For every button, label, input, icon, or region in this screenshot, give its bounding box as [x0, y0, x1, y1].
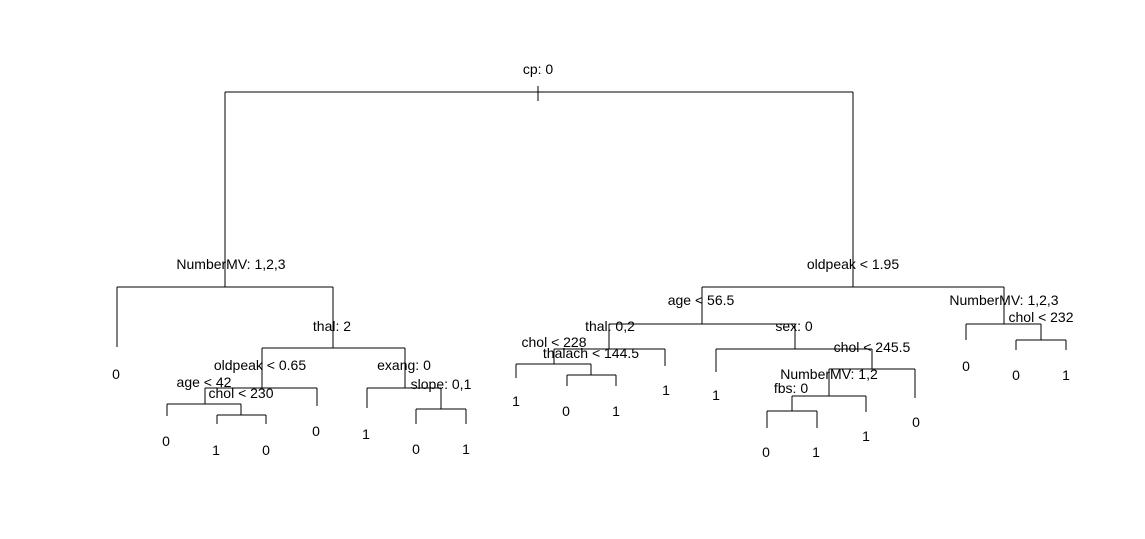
split-label-n4: oldpeak < 0.65: [214, 357, 306, 373]
split-label-n8: slope: 0,1: [411, 376, 472, 392]
leaf-label: 1: [512, 393, 520, 409]
leaf-label: 0: [912, 414, 920, 430]
leaf-label: 1: [612, 403, 620, 419]
leaf-label: 1: [862, 428, 870, 444]
split-label-n7: chol < 230: [209, 385, 274, 401]
split-label-n5: exang: 0: [377, 357, 431, 373]
leaf-label: 1: [662, 382, 670, 398]
tree-edges: [116, 86, 1067, 428]
split-label-n12: sex: 0: [775, 318, 813, 334]
split-label-n9: age < 56.5: [668, 292, 735, 308]
split-label-n1: NumberMV: 1,2,3: [176, 256, 285, 272]
split-label-n10: NumberMV: 1,2,3: [949, 292, 1058, 308]
leaf-label: 1: [212, 442, 220, 458]
split-label-n16: chol < 245.5: [834, 339, 911, 355]
split-label-n2: oldpeak < 1.95: [807, 256, 899, 272]
split-label-n14: chol < 228: [522, 334, 587, 350]
leaf-label: 0: [762, 444, 770, 460]
leaf-label: 0: [162, 433, 170, 449]
split-label-n11: thal: 0,2: [585, 318, 635, 334]
leaf-label: 0: [312, 423, 320, 439]
split-label-n15: thalach < 144.5: [543, 345, 639, 361]
leaf-label: 0: [262, 442, 270, 458]
leaf-label: 1: [362, 426, 370, 442]
split-labels: cp: 0 NumberMV: 1,2,3 oldpeak < 1.95 tha…: [176, 61, 1073, 401]
leaf-label: 1: [462, 441, 470, 457]
leaf-label: 0: [962, 358, 970, 374]
leaf-label: 1: [812, 444, 820, 460]
split-label-n18: fbs: 0: [774, 380, 808, 396]
leaf-label: 1: [1062, 367, 1070, 383]
split-label-n3: thal: 2: [313, 318, 351, 334]
split-label-n6: age < 42: [177, 374, 232, 390]
leaf-label: 1: [712, 387, 720, 403]
split-label-n17: NumberMV: 1,2: [780, 366, 878, 382]
split-label-root: cp: 0: [523, 61, 554, 77]
leaf-label: 0: [412, 441, 420, 457]
split-label-n13: chol < 232: [1009, 309, 1074, 325]
leaf-label: 0: [1012, 367, 1020, 383]
leaf-labels: 0 0 1 0 0 1 0 1 1 0 1 1 1 0 1 1 0 0 0 1: [112, 358, 1070, 460]
leaf-label: 0: [562, 403, 570, 419]
leaf-label: 0: [112, 366, 120, 382]
